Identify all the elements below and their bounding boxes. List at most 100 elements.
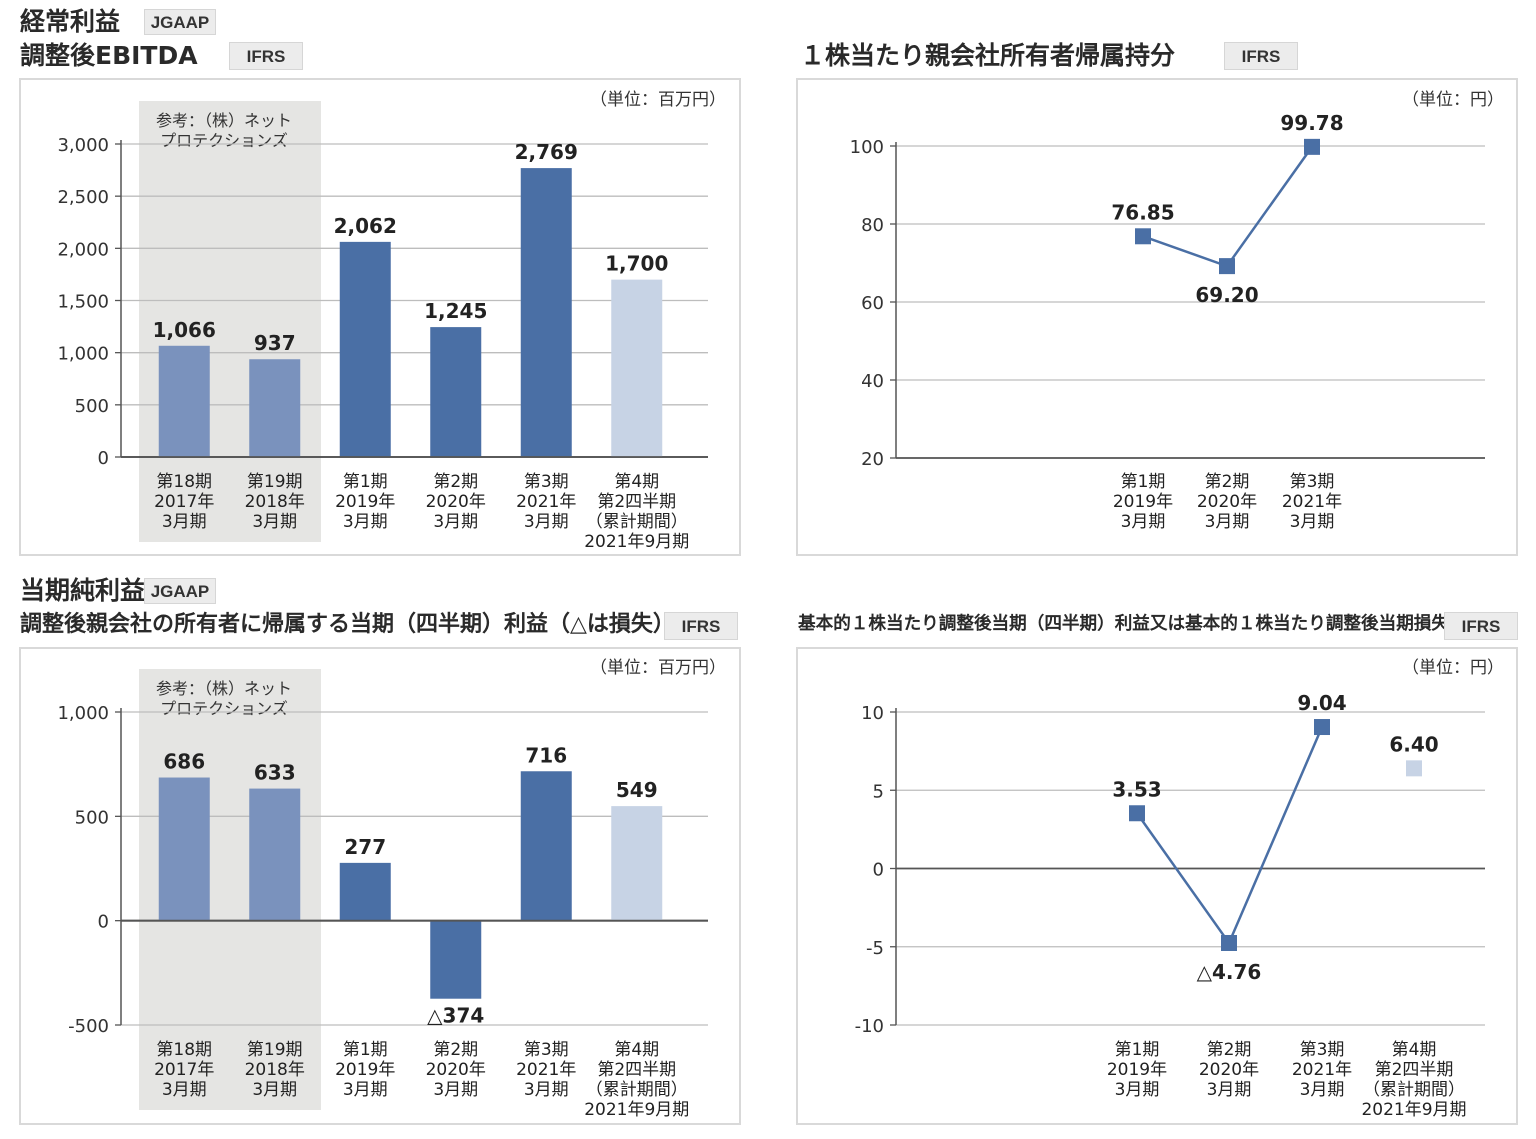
data-point-marker	[1221, 934, 1237, 951]
bar	[430, 920, 482, 999]
chart4-badge-ifrs: IFRS	[1444, 612, 1518, 640]
x-category-label: 第19期	[247, 1040, 303, 1060]
eps-chart-panel	[796, 647, 1518, 1125]
x-category-label: （累計期間）	[1363, 1080, 1465, 1100]
data-point-marker	[1406, 760, 1422, 777]
data-point-label: 6.40	[1389, 732, 1438, 756]
y-tick-label: 1,000	[57, 344, 109, 365]
series-line	[1135, 726, 1324, 946]
x-category-label: 2021年9月期	[1361, 1100, 1466, 1120]
y-tick-label: 2,500	[57, 187, 109, 208]
y-tick-label: 0	[873, 860, 884, 881]
y-tick-label: 500	[75, 396, 109, 417]
bar	[158, 345, 210, 457]
x-category-label: 第1期	[343, 1040, 388, 1060]
x-category-label: 3月期	[1300, 1080, 1345, 1100]
chart3-subtitle: 調整後親会社の所有者に帰属する当期（四半期）利益（△は損失）	[20, 612, 675, 637]
bar-value-label: 1,700	[605, 252, 668, 276]
x-category-label: 2020年	[1199, 1060, 1259, 1080]
bar	[430, 327, 482, 457]
x-category-label: 第1期	[343, 472, 388, 492]
x-category-label: 第2期	[1207, 1040, 1252, 1060]
x-category-label: 3月期	[1290, 512, 1335, 532]
bar-value-label: 1,066	[153, 318, 216, 342]
bar-value-label: 2,769	[515, 140, 578, 164]
y-tick-label: 500	[75, 807, 109, 828]
bar-value-label: 277	[344, 835, 386, 859]
bar	[339, 241, 391, 457]
data-point-marker	[1135, 228, 1151, 245]
x-category-label: 2019年	[335, 1060, 395, 1080]
bar-value-label: 2,062	[334, 214, 397, 238]
chart1-badge-jgaap: JGAAP	[144, 9, 216, 35]
bar-value-label: 716	[525, 743, 567, 767]
data-point-label: △4.76	[1197, 960, 1262, 984]
x-category-label: （累計期間）	[586, 512, 688, 532]
bar	[249, 788, 301, 921]
data-point-marker	[1219, 258, 1235, 275]
x-category-label: 2021年	[1292, 1060, 1352, 1080]
unit-label: （単位：百万円）	[590, 90, 726, 110]
y-tick-label: -500	[68, 1016, 109, 1037]
data-point-marker	[1304, 138, 1320, 155]
y-tick-label: -5	[866, 938, 884, 959]
bar	[520, 771, 572, 921]
x-category-label: 2018年	[245, 492, 305, 512]
x-category-label: 2021年	[516, 1060, 576, 1080]
y-tick-label: 5	[873, 781, 884, 802]
x-category-label: 2019年	[1113, 492, 1173, 512]
y-tick-label: 0	[98, 912, 109, 933]
chart2-title: １株当たり親会社所有者帰属持分	[800, 41, 1176, 70]
y-tick-label: 60	[861, 293, 884, 314]
equity-per-share-chart-panel	[796, 78, 1518, 556]
x-category-label: 2020年	[426, 1060, 486, 1080]
x-category-label: 第3期	[524, 1040, 569, 1060]
bar-value-label: 686	[163, 750, 205, 774]
reference-label: 参考：（株）ネット	[156, 679, 292, 698]
chart2-badge-ifrs: IFRS	[1224, 42, 1298, 70]
reference-label: プロテクションズ	[160, 699, 288, 718]
bar-value-label: △374	[427, 1004, 484, 1028]
reference-shade	[139, 101, 321, 542]
bar	[611, 806, 663, 921]
x-category-label: 第3期	[1290, 472, 1335, 492]
x-category-label: 第2四半期	[597, 492, 676, 512]
x-category-label: 3月期	[162, 1080, 207, 1100]
x-category-label: 2019年	[335, 492, 395, 512]
x-category-label: 2021年	[1282, 492, 1342, 512]
bar	[520, 168, 572, 457]
y-tick-label: 20	[861, 449, 884, 470]
x-category-label: 2020年	[1197, 492, 1257, 512]
x-category-label: 第4期	[614, 1040, 659, 1060]
x-category-label: 第2四半期	[1375, 1060, 1454, 1080]
bar	[158, 777, 210, 921]
x-category-label: 3月期	[524, 512, 569, 532]
chart1-badge-ifrs: IFRS	[229, 42, 303, 70]
x-category-label: 2017年	[154, 492, 214, 512]
x-category-label: 3月期	[524, 1080, 569, 1100]
y-tick-label: -10	[855, 1016, 884, 1037]
x-category-label: 2021年9月期	[584, 1100, 689, 1120]
x-category-label: 3月期	[162, 512, 207, 532]
y-tick-label: 3,000	[57, 135, 109, 156]
chart3-title: 当期純利益	[20, 576, 146, 605]
x-category-label: 第19期	[247, 472, 303, 492]
x-category-label: （累計期間）	[586, 1080, 688, 1100]
x-category-label: 第1期	[1115, 1040, 1160, 1060]
x-category-label: 第2期	[433, 472, 478, 492]
bar-value-label: 549	[616, 778, 658, 802]
x-category-label: 2017年	[154, 1060, 214, 1080]
x-category-label: 3月期	[433, 1080, 478, 1100]
chart1-title: 経常利益	[20, 7, 121, 36]
chart4-title: 基本的１株当たり調整後当期（四半期）利益又は基本的１株当たり調整後当期損失（△）	[798, 614, 1498, 634]
data-point-label: 99.78	[1280, 111, 1343, 135]
bar-value-label: 1,245	[424, 299, 487, 323]
x-category-label: 第2期	[433, 1040, 478, 1060]
y-tick-label: 80	[861, 215, 884, 236]
bar	[249, 359, 301, 457]
x-category-label: 3月期	[252, 512, 297, 532]
data-point-marker	[1314, 719, 1330, 736]
